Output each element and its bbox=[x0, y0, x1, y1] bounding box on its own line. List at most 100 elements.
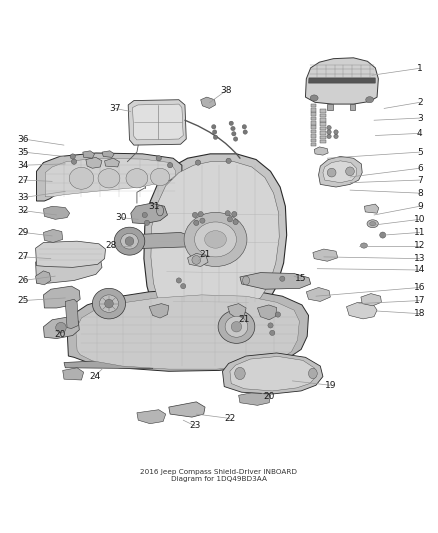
Polygon shape bbox=[86, 157, 102, 168]
Polygon shape bbox=[320, 127, 325, 130]
Text: 27: 27 bbox=[18, 175, 29, 184]
Ellipse shape bbox=[125, 237, 134, 246]
Text: 25: 25 bbox=[18, 296, 29, 305]
Polygon shape bbox=[239, 391, 271, 405]
Polygon shape bbox=[311, 108, 316, 111]
Text: 9: 9 bbox=[417, 202, 423, 211]
Ellipse shape bbox=[367, 220, 378, 228]
Polygon shape bbox=[306, 287, 330, 302]
Ellipse shape bbox=[218, 310, 255, 343]
Polygon shape bbox=[311, 134, 316, 138]
Text: 30: 30 bbox=[115, 213, 127, 222]
Text: 20: 20 bbox=[264, 392, 275, 401]
Ellipse shape bbox=[225, 316, 248, 337]
Ellipse shape bbox=[308, 368, 317, 379]
Polygon shape bbox=[133, 104, 183, 140]
Polygon shape bbox=[187, 253, 208, 266]
Ellipse shape bbox=[243, 276, 250, 285]
Polygon shape bbox=[361, 294, 381, 306]
Text: 7: 7 bbox=[417, 175, 423, 184]
Polygon shape bbox=[67, 288, 308, 372]
Polygon shape bbox=[137, 410, 166, 424]
Ellipse shape bbox=[366, 96, 374, 103]
Polygon shape bbox=[311, 121, 316, 125]
Text: 32: 32 bbox=[18, 206, 29, 215]
Polygon shape bbox=[313, 249, 338, 261]
Polygon shape bbox=[320, 135, 325, 139]
Text: 1: 1 bbox=[417, 64, 423, 73]
Ellipse shape bbox=[56, 322, 66, 333]
Ellipse shape bbox=[114, 227, 145, 255]
Ellipse shape bbox=[268, 323, 273, 328]
Ellipse shape bbox=[195, 160, 201, 165]
Ellipse shape bbox=[213, 135, 218, 140]
Polygon shape bbox=[258, 305, 277, 320]
Polygon shape bbox=[65, 299, 78, 328]
Text: 21: 21 bbox=[199, 250, 211, 259]
Polygon shape bbox=[280, 369, 304, 381]
Polygon shape bbox=[364, 204, 379, 213]
Text: 2016 Jeep Compass Shield-Driver INBOARD
Diagram for 1DQ49BD3AA: 2016 Jeep Compass Shield-Driver INBOARD … bbox=[141, 469, 297, 482]
Text: 29: 29 bbox=[18, 228, 29, 237]
Ellipse shape bbox=[327, 130, 331, 134]
Ellipse shape bbox=[105, 299, 113, 308]
Polygon shape bbox=[311, 103, 316, 107]
Ellipse shape bbox=[346, 167, 354, 176]
Ellipse shape bbox=[192, 212, 198, 217]
Ellipse shape bbox=[192, 256, 201, 264]
Bar bbox=[350, 104, 355, 110]
Text: 36: 36 bbox=[18, 134, 29, 143]
Ellipse shape bbox=[194, 220, 199, 225]
Ellipse shape bbox=[226, 158, 231, 164]
Ellipse shape bbox=[70, 154, 75, 159]
Bar bbox=[327, 104, 332, 110]
Text: 11: 11 bbox=[414, 228, 426, 237]
Polygon shape bbox=[305, 58, 378, 104]
Polygon shape bbox=[311, 130, 316, 133]
Text: 38: 38 bbox=[220, 86, 231, 95]
Polygon shape bbox=[230, 357, 316, 391]
Ellipse shape bbox=[180, 284, 186, 289]
Ellipse shape bbox=[334, 130, 338, 134]
Ellipse shape bbox=[142, 212, 148, 217]
Polygon shape bbox=[64, 358, 154, 369]
Polygon shape bbox=[320, 140, 325, 143]
Ellipse shape bbox=[184, 212, 247, 266]
Ellipse shape bbox=[233, 220, 238, 224]
Text: 34: 34 bbox=[18, 161, 29, 169]
Polygon shape bbox=[131, 203, 167, 224]
Ellipse shape bbox=[92, 288, 126, 319]
Polygon shape bbox=[105, 158, 120, 167]
Text: 3: 3 bbox=[417, 114, 423, 123]
Polygon shape bbox=[149, 304, 169, 318]
Ellipse shape bbox=[231, 126, 235, 131]
Text: 21: 21 bbox=[239, 315, 250, 324]
Ellipse shape bbox=[71, 159, 77, 164]
Text: 4: 4 bbox=[417, 129, 423, 138]
Ellipse shape bbox=[380, 232, 386, 238]
Ellipse shape bbox=[145, 220, 150, 225]
Ellipse shape bbox=[212, 130, 217, 134]
Ellipse shape bbox=[280, 276, 285, 281]
Ellipse shape bbox=[360, 243, 367, 248]
Ellipse shape bbox=[334, 134, 338, 139]
Text: 27: 27 bbox=[18, 253, 29, 261]
Polygon shape bbox=[45, 158, 175, 197]
Polygon shape bbox=[320, 114, 325, 117]
Ellipse shape bbox=[176, 278, 181, 283]
Polygon shape bbox=[346, 302, 377, 319]
Polygon shape bbox=[311, 139, 316, 142]
Ellipse shape bbox=[243, 130, 247, 134]
Text: 6: 6 bbox=[417, 164, 423, 173]
Polygon shape bbox=[35, 251, 102, 283]
Polygon shape bbox=[118, 232, 195, 249]
Text: 5: 5 bbox=[417, 148, 423, 157]
Polygon shape bbox=[311, 125, 316, 129]
Ellipse shape bbox=[235, 367, 245, 379]
Ellipse shape bbox=[276, 312, 281, 317]
Ellipse shape bbox=[327, 125, 331, 130]
Polygon shape bbox=[128, 100, 186, 145]
Ellipse shape bbox=[126, 169, 148, 188]
Polygon shape bbox=[43, 229, 63, 243]
Polygon shape bbox=[223, 353, 323, 394]
